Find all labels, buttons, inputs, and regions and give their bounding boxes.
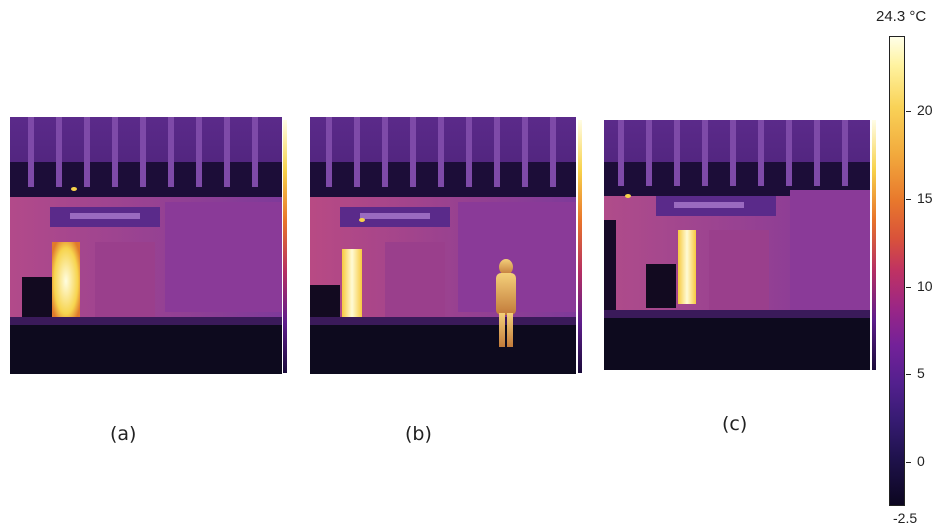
thermal-image-b	[310, 117, 576, 374]
caption-a: (a)	[110, 423, 137, 445]
thermal-image-c	[604, 120, 870, 370]
scale-tick	[906, 462, 911, 464]
caption-c: (c)	[722, 413, 748, 435]
scale-min-label: -2.5	[893, 510, 918, 526]
thermal-image-a	[10, 117, 282, 374]
scale-tick	[906, 286, 911, 288]
caption-b: (b)	[405, 423, 432, 445]
scale-tick-label: 0	[917, 453, 925, 470]
scale-tick	[906, 111, 911, 113]
scale-tick	[906, 374, 911, 376]
scale-tick-label: 5	[917, 365, 925, 382]
mini-scale-c	[872, 120, 876, 370]
scale-tick	[906, 199, 911, 201]
temperature-scale-bar	[889, 36, 905, 506]
scale-tick-label: 10	[917, 277, 933, 294]
scale-tick-label: 20	[917, 102, 933, 119]
scale-tick-label: 15	[917, 190, 933, 207]
mini-scale-a	[283, 120, 287, 373]
scale-max-label: 24.3 °C	[876, 8, 927, 25]
mini-scale-b	[578, 120, 582, 373]
